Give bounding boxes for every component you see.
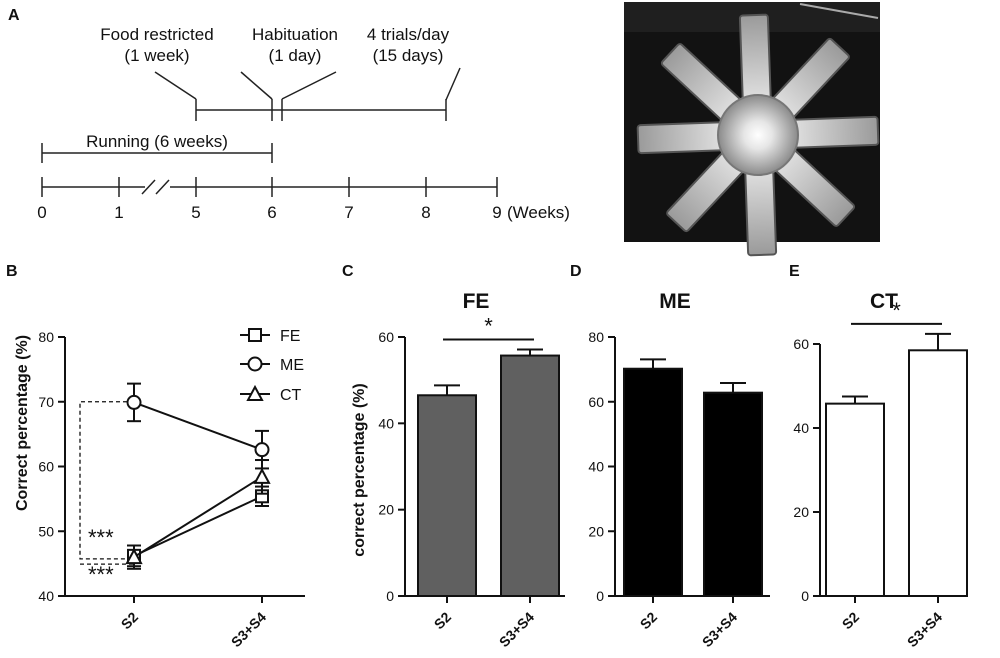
panel-b: B Correct percentage (%) 40 50 60 70 80 S2 S3+… <box>6 263 305 650</box>
phase-connectors <box>41 67 498 197</box>
week-tick: 0 <box>37 203 46 222</box>
week-unit-label: (Weeks) <box>507 203 570 222</box>
phase-food-label: Food restricted <box>100 25 213 44</box>
legend-fe: FE <box>280 328 300 345</box>
b-point-ct <box>253 467 271 484</box>
b-y-tick-label: 50 <box>38 523 54 539</box>
e-bar-s2 <box>825 402 885 598</box>
week-tick: 1 <box>114 203 123 222</box>
b-point-ct <box>125 548 143 565</box>
e-x-tick-label: S3+S4 <box>904 609 945 650</box>
d-bar-s3-s4 <box>703 391 763 597</box>
e-y-tick-label: 60 <box>793 336 809 352</box>
d-x-tick-label: S2 <box>637 609 661 633</box>
e-bar-s3-s4 <box>908 349 968 597</box>
e-plot-area: 0 20 40 60 S2 S3+S4 * <box>793 298 968 650</box>
c-y-tick-label: 40 <box>378 415 394 431</box>
e-y-tick-label: 20 <box>793 504 809 520</box>
c-bar-s3-s4 <box>500 354 560 598</box>
phase-habituation-label: Habituation <box>252 25 338 44</box>
legend-ct: CT <box>280 387 302 404</box>
c-x-tick-label: S3+S4 <box>496 609 537 650</box>
panel-e: E CT 0 20 40 60 S2 S3+S4 * <box>789 263 968 650</box>
b-y-tick-label: 80 <box>38 329 54 345</box>
d-chart-title: ME <box>659 290 691 313</box>
week-tick: 8 <box>421 203 430 222</box>
b-y-axis-label: Correct percentage (%) <box>14 335 31 511</box>
legend-me: ME <box>280 357 304 374</box>
d-x-tick-label: S3+S4 <box>699 609 740 650</box>
d-plot-area: 0 20 40 60 80 S2 S3+S4 <box>588 329 770 650</box>
e-y-tick-label: 0 <box>801 588 809 604</box>
d-y-tick-label: 0 <box>596 588 604 604</box>
phase-trials-label: 4 trials/day <box>367 25 450 44</box>
c-plot-area: 0 20 40 60 S2 S3+S4 * <box>378 314 565 650</box>
c-chart-title: FE <box>463 290 490 313</box>
d-y-tick-label: 40 <box>588 459 604 475</box>
c-significance-star: * <box>484 314 493 339</box>
e-significance-star: * <box>892 298 901 323</box>
b-y-tick-label: 70 <box>38 394 54 410</box>
b-annotations: *** *** <box>88 525 114 587</box>
c-y-tick-label: 60 <box>378 329 394 345</box>
c-bar-s2 <box>417 394 477 597</box>
c-y-axis-label: correct percentage (%) <box>351 383 368 556</box>
panel-letter-d: D <box>570 263 582 280</box>
b-x-tick-label: S3+S4 <box>228 609 269 650</box>
d-bar-s2 <box>623 367 683 598</box>
phase-food-duration: (1 week) <box>124 46 189 65</box>
axis-break <box>141 179 170 195</box>
b-series-line-ct <box>133 476 263 558</box>
phase-habituation-duration: (1 day) <box>269 46 322 65</box>
d-y-tick-label: 60 <box>588 394 604 410</box>
c-x-tick-label: S2 <box>431 609 455 633</box>
week-tick: 5 <box>191 203 200 222</box>
d-y-tick-label: 80 <box>588 329 604 345</box>
panel-letter-b: B <box>6 263 18 280</box>
week-ticks: 0 1 5 6 7 8 9 <box>37 203 501 222</box>
d-y-tick-label: 20 <box>588 523 604 539</box>
e-y-tick-label: 40 <box>793 420 809 436</box>
phase-trials-duration: (15 days) <box>373 46 444 65</box>
b-y-tick-label: 40 <box>38 588 54 604</box>
panel-letter-a: A <box>8 7 20 24</box>
b-series-line-me <box>133 401 263 451</box>
b-significance-upper: *** <box>88 525 114 550</box>
panel-d: D ME 0 20 40 60 80 S2 S3+S4 <box>570 263 770 650</box>
b-legend: FE ME CT <box>240 328 304 404</box>
e-chart-title: CT <box>870 290 898 313</box>
week-tick: 6 <box>267 203 276 222</box>
fe-square-icon <box>248 328 262 342</box>
panel-a: A Food restricted (1 week) Habituation (… <box>8 7 570 222</box>
ct-triangle-icon <box>246 384 264 401</box>
b-significance-lower: *** <box>88 562 114 587</box>
c-y-tick-label: 20 <box>378 502 394 518</box>
radial-arm-maze-photo-icon <box>624 2 880 257</box>
panel-letter-c: C <box>342 263 354 280</box>
b-y-tick-label: 60 <box>38 459 54 475</box>
panel-c: C FE correct percentage (%) 0 20 40 60 S2 S3+… <box>342 263 565 650</box>
b-point-me <box>254 442 270 458</box>
b-series-line-fe <box>133 495 263 557</box>
panel-letter-e: E <box>789 263 800 280</box>
c-y-tick-label: 0 <box>386 588 394 604</box>
b-point-me <box>126 394 142 410</box>
running-label: Running (6 weeks) <box>86 132 228 151</box>
week-tick: 7 <box>344 203 353 222</box>
b-dashed-bracket <box>79 401 134 560</box>
week-tick: 9 <box>492 203 501 222</box>
b-plot-area: 40 50 60 70 80 S2 S3+S4 <box>38 329 305 650</box>
b-x-tick-label: S2 <box>118 609 142 633</box>
e-x-tick-label: S2 <box>839 609 863 633</box>
me-circle-icon <box>247 356 263 372</box>
